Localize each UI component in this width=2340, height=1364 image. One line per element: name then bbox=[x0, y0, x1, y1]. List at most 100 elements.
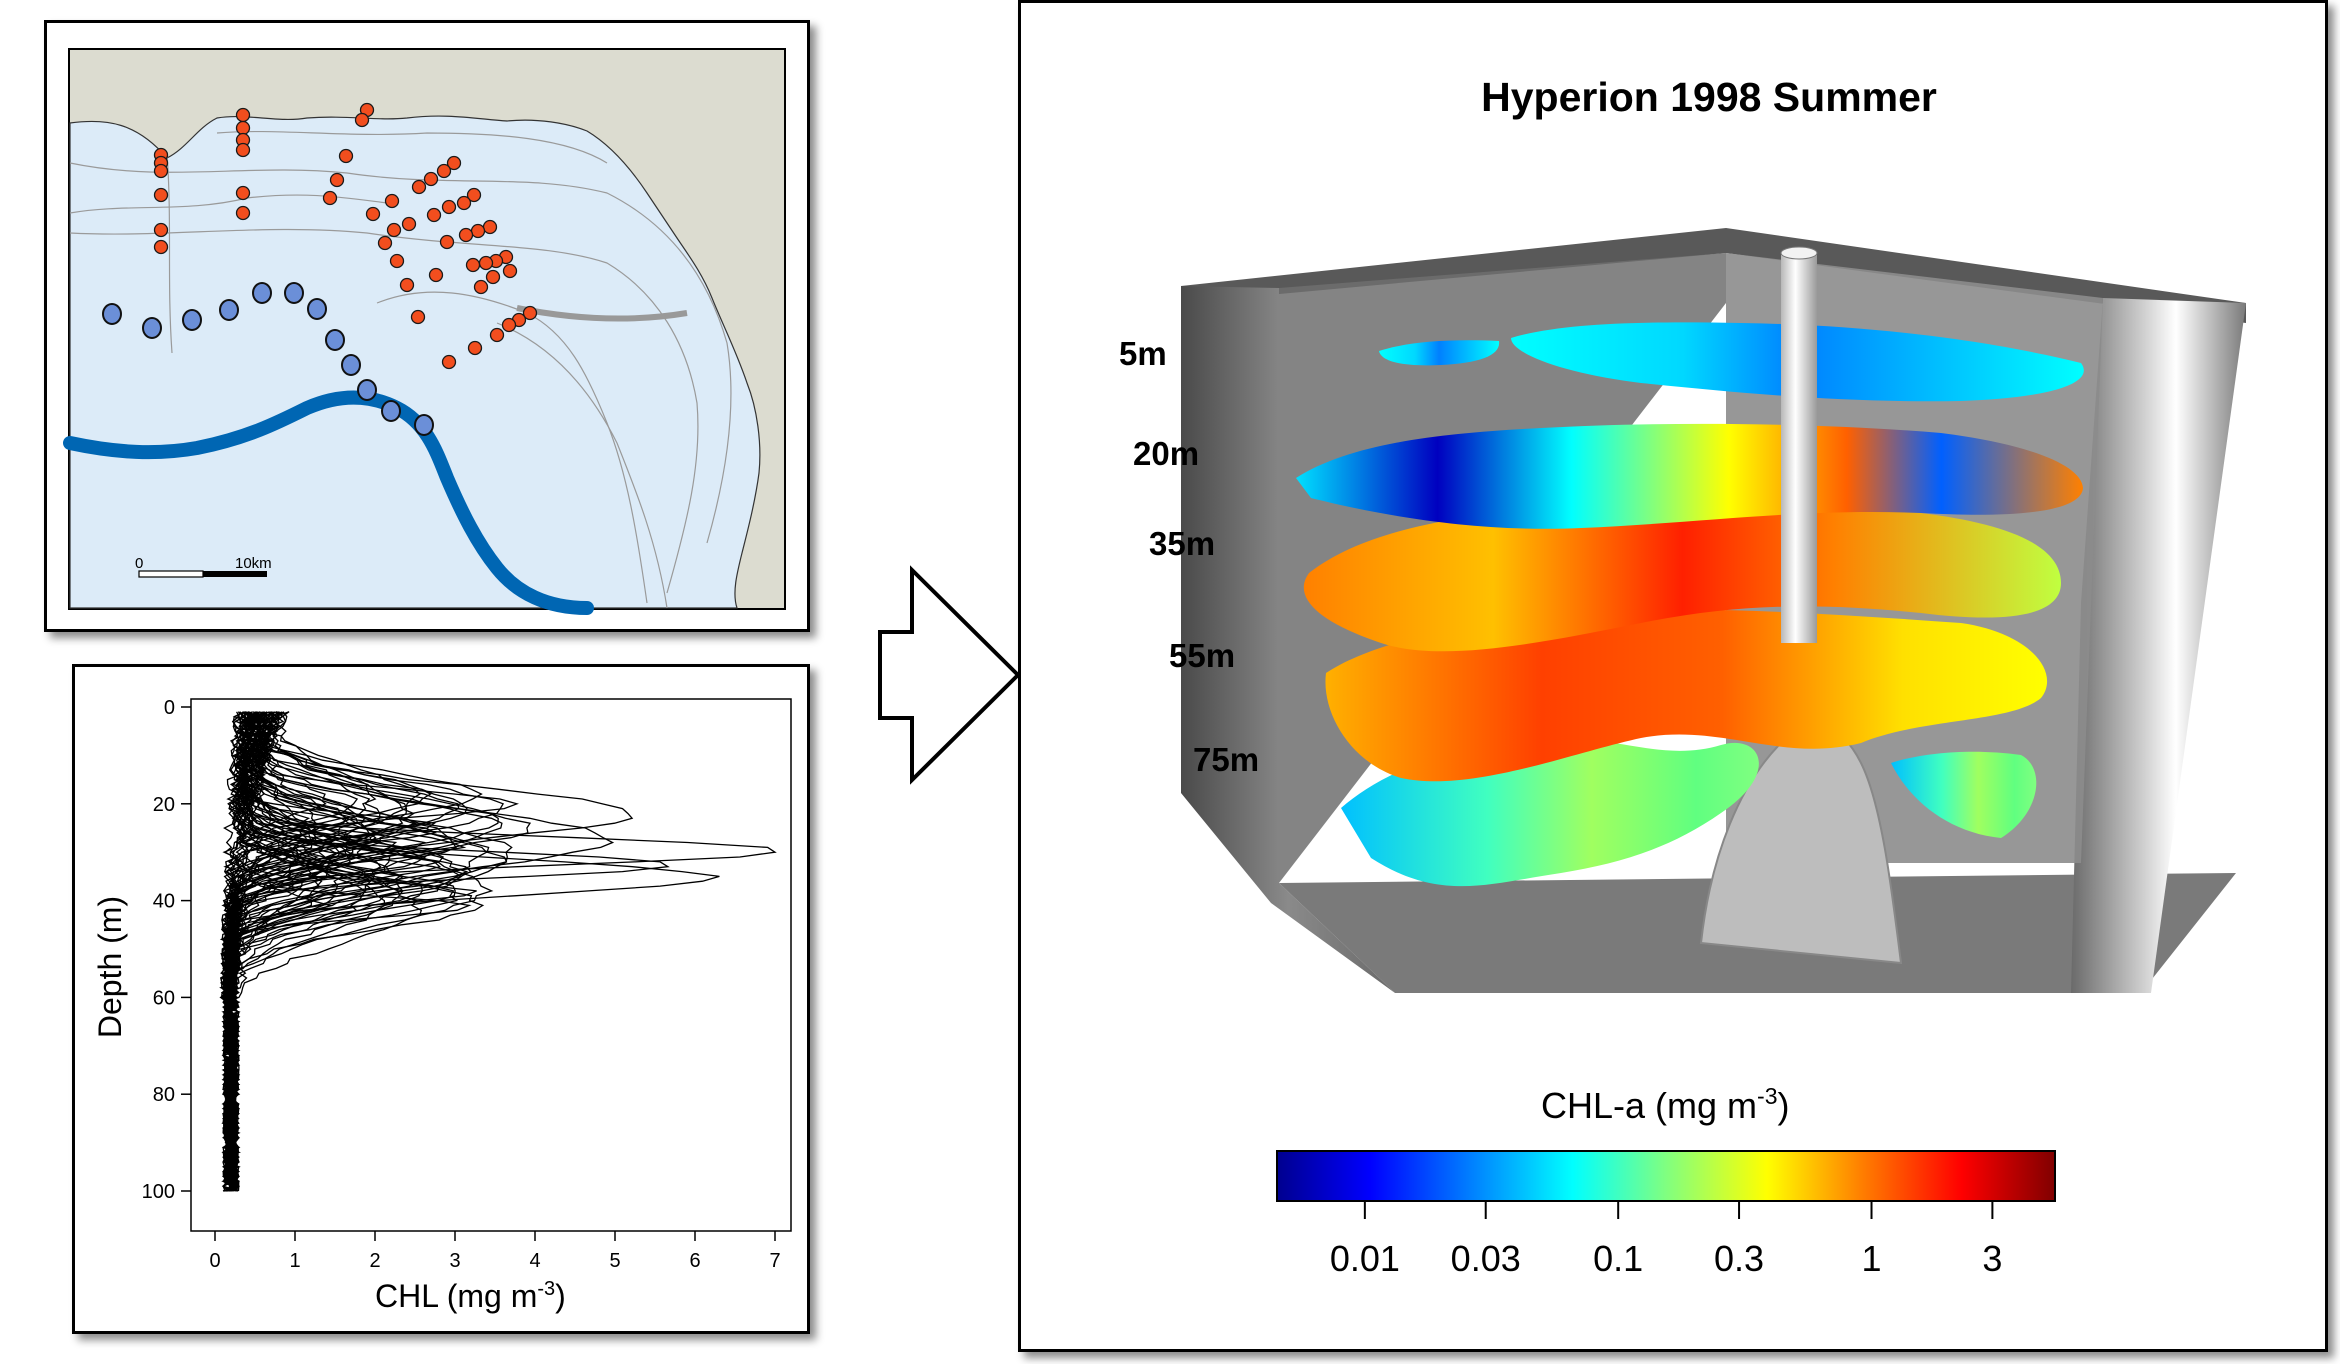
box-left-wall bbox=[1181, 286, 1395, 993]
transect-station bbox=[142, 317, 162, 339]
x-axis-label: CHL (mg m-3) bbox=[375, 1278, 566, 1314]
sampling-station bbox=[384, 193, 400, 209]
x-tick-label: 7 bbox=[769, 1250, 780, 1272]
profile-chart-panel: 0 1 2 3 4 5 6 7 0 20 40 60 80 100 CHL (mg m-3) Depth… bbox=[72, 664, 810, 1334]
sampling-station bbox=[439, 234, 455, 250]
sampling-station bbox=[354, 112, 370, 128]
sampling-station bbox=[338, 148, 354, 164]
sampling-station bbox=[502, 263, 518, 279]
y-tick-label: 80 bbox=[153, 1084, 175, 1106]
y-tick-label: 0 bbox=[164, 697, 175, 719]
sampling-station bbox=[465, 257, 481, 273]
sampling-station bbox=[436, 163, 452, 179]
colorbar-gradient bbox=[1276, 1150, 2056, 1202]
profile-line bbox=[221, 711, 376, 1192]
x-tick-label: 1 bbox=[289, 1250, 300, 1272]
transect-station bbox=[182, 309, 202, 331]
sampling-station bbox=[153, 222, 169, 238]
depth-label: 75m bbox=[1193, 741, 1259, 778]
right-arrow bbox=[878, 565, 1021, 785]
sampling-station bbox=[401, 216, 417, 232]
sampling-station bbox=[410, 309, 426, 325]
sampling-station bbox=[389, 253, 405, 269]
y-tick-label: 20 bbox=[153, 794, 175, 816]
sampling-station bbox=[501, 317, 517, 333]
sampling-station bbox=[329, 172, 345, 188]
sampling-station bbox=[322, 190, 338, 206]
sampling-station bbox=[386, 222, 402, 238]
sampling-station bbox=[456, 195, 472, 211]
sampling-station bbox=[365, 206, 381, 222]
transect-station bbox=[219, 299, 239, 321]
sampling-station bbox=[458, 227, 474, 243]
colorbar-label: CHL-a (mg m-3) bbox=[1541, 1083, 1789, 1126]
sampling-station bbox=[485, 269, 501, 285]
x-tick-label: 6 bbox=[689, 1250, 700, 1272]
sampling-station bbox=[522, 305, 538, 321]
transect-station bbox=[325, 329, 345, 351]
colorbar-tick-label: 0.3 bbox=[1714, 1238, 1764, 1279]
colorbar-tick-label: 0.03 bbox=[1451, 1238, 1521, 1279]
slice-5m-left bbox=[1379, 340, 1500, 366]
volume-plot-svg: Hyperion 1998 Summer 5m 20m 35m 55m 75m CHL-… bbox=[1119, 74, 2246, 1279]
x-tick-label: 3 bbox=[449, 1250, 460, 1272]
center-pole bbox=[1780, 246, 1818, 643]
y-axis: 0 20 40 60 80 100 bbox=[142, 697, 191, 1203]
colorbar-ticks: 0.01 0.03 0.1 0.3 1 3 bbox=[1330, 1201, 2002, 1279]
profile-chart-svg: 0 1 2 3 4 5 6 7 0 20 40 60 80 100 CHL (mg m-3) Depth… bbox=[92, 697, 792, 1314]
sampling-station bbox=[473, 279, 489, 295]
map-svg: 0 10km bbox=[63, 48, 786, 615]
volume-title: Hyperion 1998 Summer bbox=[1481, 74, 1937, 120]
colorbar-tick-label: 0.01 bbox=[1330, 1238, 1400, 1279]
sampling-station bbox=[446, 155, 462, 171]
station-group bbox=[153, 102, 538, 370]
transect-station bbox=[252, 282, 272, 304]
profile-line bbox=[221, 711, 634, 1192]
depth-labels: 5m 20m 35m 55m 75m bbox=[1119, 335, 1259, 778]
y-tick-label: 40 bbox=[153, 891, 175, 913]
profile-line bbox=[221, 711, 405, 1192]
sampling-station bbox=[153, 163, 169, 179]
x-tick-label: 2 bbox=[369, 1250, 380, 1272]
sampling-station bbox=[441, 354, 457, 370]
y-axis-label: Depth (m) bbox=[92, 896, 128, 1038]
transect-station-group bbox=[102, 282, 434, 436]
map-panel: 0 10km bbox=[44, 20, 810, 632]
depth-label: 5m bbox=[1119, 335, 1167, 372]
box-top-edge bbox=[1181, 228, 2246, 323]
sampling-station bbox=[423, 171, 439, 187]
transect-station bbox=[341, 354, 361, 376]
x-axis: 0 1 2 3 4 5 6 7 bbox=[209, 1231, 781, 1272]
depth-label: 35m bbox=[1149, 525, 1215, 562]
transect-station bbox=[102, 303, 122, 325]
transect-station bbox=[381, 400, 401, 422]
x-tick-label: 4 bbox=[529, 1250, 540, 1272]
sampling-station bbox=[153, 187, 169, 203]
depth-label: 20m bbox=[1133, 435, 1199, 472]
slice-55m bbox=[1325, 609, 2048, 782]
arrow-icon bbox=[878, 565, 1021, 785]
transect-station bbox=[284, 282, 304, 304]
sampling-station bbox=[466, 187, 482, 203]
slice-20m bbox=[1296, 423, 2083, 529]
profile-line bbox=[221, 711, 720, 1192]
sampling-station bbox=[470, 223, 486, 239]
scale-start: 0 bbox=[135, 555, 143, 572]
sampling-station bbox=[478, 255, 494, 271]
sampling-station bbox=[441, 199, 457, 215]
profile-line bbox=[221, 711, 473, 1192]
profile-line bbox=[221, 711, 505, 1192]
sampling-station bbox=[153, 239, 169, 255]
sampling-station bbox=[428, 267, 444, 283]
sampling-station bbox=[235, 120, 251, 136]
sampling-station bbox=[235, 142, 251, 158]
y-tick-label: 60 bbox=[153, 987, 175, 1009]
sampling-station bbox=[399, 277, 415, 293]
depth-label: 55m bbox=[1169, 637, 1235, 674]
sampling-station bbox=[411, 179, 427, 195]
colorbar-tick-label: 0.1 bbox=[1593, 1238, 1643, 1279]
plot-frame bbox=[190, 698, 792, 1232]
colorbar-tick-label: 1 bbox=[1862, 1238, 1882, 1279]
slice-35m bbox=[1303, 501, 2061, 652]
box-right-wall bbox=[2071, 298, 2246, 993]
